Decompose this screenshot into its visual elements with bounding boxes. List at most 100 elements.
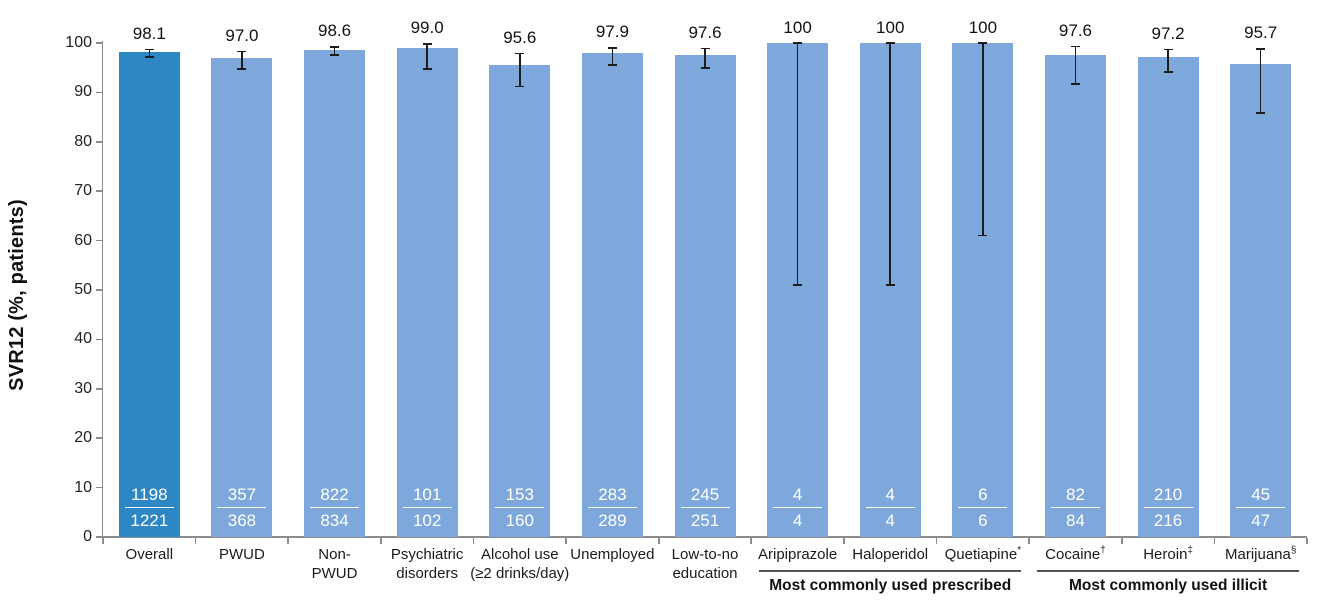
x-tick <box>1306 537 1308 544</box>
fraction-line <box>587 506 637 509</box>
fraction-numerator: 6 <box>978 485 988 504</box>
x-tick <box>1213 537 1216 544</box>
fraction-denominator: 102 <box>412 510 442 530</box>
fraction-numerator: 1198 <box>131 485 168 504</box>
bar-value-label: 97.9 <box>595 22 629 42</box>
error-bar-cap-top <box>330 46 340 48</box>
error-bar-cap-top <box>144 48 154 51</box>
fraction-denominator: 84 <box>1065 510 1085 530</box>
fraction-denominator: 289 <box>598 510 627 530</box>
bar-value-label: 97.6 <box>688 22 722 42</box>
x-tick <box>1120 537 1123 544</box>
category-label-cocaine: Cocaine† <box>1045 545 1106 563</box>
y-tick-label: 60 <box>74 231 92 249</box>
error-bar-cap-top <box>607 47 617 49</box>
group-label: Most commonly used prescribed <box>769 577 1012 594</box>
y-tick <box>96 42 103 44</box>
error-bar-cap-bottom <box>978 234 988 237</box>
fraction-denominator: 251 <box>690 510 720 530</box>
error-bar-cap-top <box>422 43 432 45</box>
bar-fraction: 45 47 <box>1230 485 1291 530</box>
error-bar-line <box>704 48 706 69</box>
error-bar-cap-bottom <box>700 67 710 69</box>
category-label-haloperidol: Haloperidol <box>852 546 929 563</box>
x-tick <box>287 537 290 544</box>
fraction-line <box>124 506 174 509</box>
fraction-denominator: 47 <box>1251 510 1271 530</box>
x-tick <box>935 537 938 544</box>
fraction-line <box>1236 506 1286 509</box>
bar-marijuana <box>1230 64 1292 537</box>
fraction-numerator: 357 <box>227 485 257 504</box>
category-label-quetiapine: Quetiapine* <box>944 545 1022 563</box>
bar-fraction: 822 834 <box>304 485 365 530</box>
x-tick <box>472 537 475 544</box>
bar-value-label: 98.1 <box>132 23 166 43</box>
y-tick <box>96 437 103 440</box>
fraction-denominator: 216 <box>1153 510 1183 530</box>
fraction-numerator: 210 <box>1153 485 1183 504</box>
bar-fraction: 357 368 <box>211 485 272 530</box>
x-tick <box>194 537 197 544</box>
fraction-numerator: 82 <box>1065 485 1085 504</box>
error-bar-cap-top <box>515 52 525 55</box>
fraction-line <box>865 506 915 509</box>
bar-value-label: 97.2 <box>1151 23 1185 43</box>
y-tick-label: 100 <box>65 34 92 51</box>
error-bar-cap-bottom <box>1256 112 1266 114</box>
error-bar-line <box>518 53 521 87</box>
bar-pwud <box>211 57 273 537</box>
category-label-low-to-no: Low-to-no education <box>671 546 739 582</box>
error-bar-cap-top <box>793 42 803 44</box>
bar-fraction: 1198 1221 <box>119 485 180 530</box>
category-label-alcohol-use: Alcohol use (≥2 drinks/day) <box>470 546 570 582</box>
error-bar-cap-bottom <box>422 68 432 70</box>
y-tick-label: 80 <box>74 132 92 150</box>
bar-value-label: 95.7 <box>1244 23 1278 43</box>
group-underline <box>759 570 1022 572</box>
category-label-overall: Overall <box>125 546 174 563</box>
fraction-numerator: 283 <box>598 485 627 504</box>
fraction-line <box>402 506 452 509</box>
error-bar-line <box>796 43 799 286</box>
error-bar-cap-top <box>700 47 710 50</box>
fraction-line <box>217 506 267 509</box>
fraction-numerator: 45 <box>1251 485 1271 504</box>
bar-alcohol-use <box>489 64 551 537</box>
error-bar-cap-top <box>237 50 247 53</box>
error-bar-line <box>982 43 984 236</box>
bar-unemployed <box>581 53 643 537</box>
fraction-line <box>958 506 1008 509</box>
error-bar-line <box>148 49 151 57</box>
y-tick-label: 10 <box>74 478 92 496</box>
error-bar-line <box>1074 46 1077 84</box>
y-tick-label: 90 <box>74 83 92 101</box>
bar-value-label: 100 <box>783 17 812 37</box>
fraction-denominator: 4 <box>885 510 895 530</box>
bar-fraction: 245 251 <box>675 485 736 530</box>
fraction-line <box>310 506 360 509</box>
fraction-denominator: 6 <box>978 510 988 530</box>
y-tick <box>96 289 103 291</box>
error-bar-cap-bottom <box>144 55 154 58</box>
bar-psychiatric <box>396 47 458 537</box>
y-tick <box>96 338 103 341</box>
fraction-denominator: 368 <box>227 510 257 530</box>
category-label-non: Non- PWUD <box>311 546 358 582</box>
category-label-heroin: Heroin‡ <box>1143 545 1193 563</box>
error-bar-cap-top <box>1256 48 1266 50</box>
x-tick <box>657 537 660 544</box>
bar-value-label: 98.6 <box>317 21 352 41</box>
error-bar-cap-bottom <box>330 54 340 57</box>
category-label-psychiatric: Psychiatric disorders <box>390 546 464 582</box>
fraction-denominator: 834 <box>320 510 349 530</box>
fraction-numerator: 4 <box>885 485 895 504</box>
y-tick-label: 30 <box>74 379 92 397</box>
fraction-numerator: 101 <box>412 485 442 504</box>
y-tick-label: 0 <box>83 528 92 545</box>
